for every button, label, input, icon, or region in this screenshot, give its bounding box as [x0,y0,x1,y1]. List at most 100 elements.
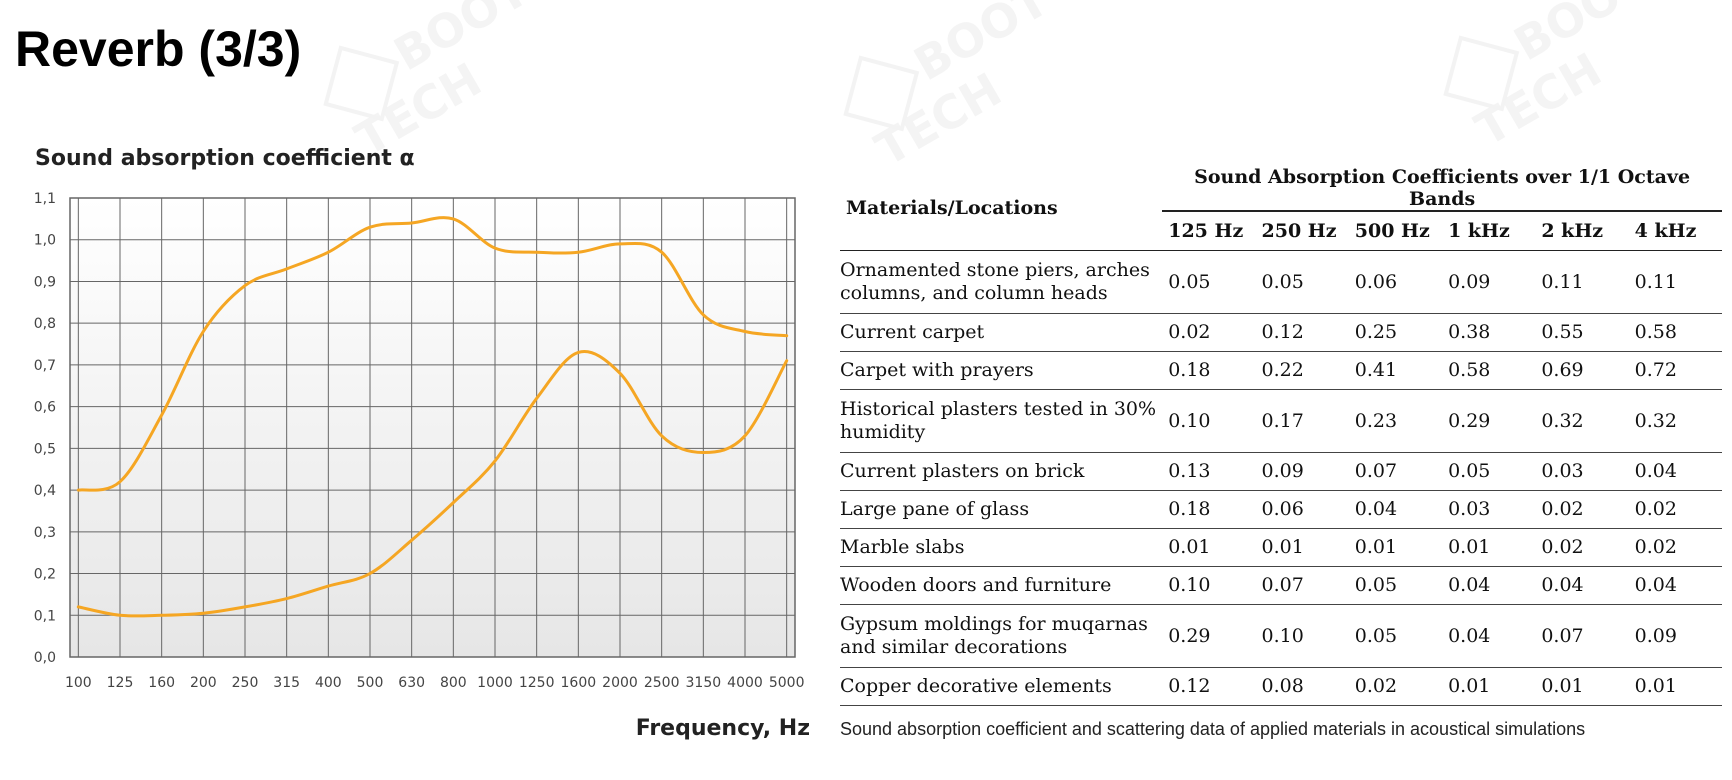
coefficient-cell: 0.72 [1628,351,1722,390]
absorption-chart: Sound absorption coefficient α 0,0 0,1 0,2… [34,146,810,741]
coefficient-cell: 0.02 [1628,490,1722,529]
series-lines [76,216,789,618]
coefficient-cell: 0.09 [1255,452,1349,491]
x-tick-label: 1250 [519,675,555,691]
header-materials: Materials/Locations [840,166,1163,251]
material-name-line: Wooden doors and furniture [840,574,1112,597]
y-tick-label: 0,9 [34,274,56,290]
y-tick-label: 0,5 [34,441,56,457]
chart-title: Sound absorption coefficient α [35,146,415,171]
coefficient-cell: 0.10 [1255,604,1349,668]
table-body: Ornamented stone piers, arches columns, a… [840,250,1722,706]
y-tick-label: 0,0 [34,650,56,666]
x-axis-label: Frequency, Hz [636,716,810,741]
material-name-line: and similar decorations [840,636,1068,658]
x-tick-label: 125 [107,675,134,691]
table-row: Gypsum moldings for muqarnas and similar … [840,604,1722,668]
coefficient-cell: 0.29 [1442,389,1536,453]
coefficient-cell: 0.58 [1442,351,1536,390]
x-tick-labels: 100 125 160 200 250 315 400 500 630 800 1000 1250 16… [65,675,805,691]
coefficient-cell: 0.22 [1255,351,1349,390]
coefficient-cell: 0.04 [1442,566,1536,605]
x-tick-label: 2000 [602,675,638,691]
coefficient-cell: 0.29 [1162,604,1256,668]
coefficient-cell: 0.05 [1348,566,1443,605]
coefficient-cell: 0.02 [1348,667,1443,706]
table-row: Current plasters on brick 0.13 0.09 0.07 0.0… [840,452,1722,491]
material-name-line: Gypsum moldings for muqarnas [840,613,1148,636]
coefficient-cell: 0.09 [1628,604,1722,668]
coefficient-cell: 0.01 [1442,667,1536,706]
coefficient-cell: 0.18 [1162,351,1256,390]
coefficient-cell: 0.04 [1348,490,1443,529]
coefficient-cell: 0.23 [1348,389,1443,453]
coefficient-cell: 0.04 [1628,452,1722,491]
band-header-row: 125 Hz 250 Hz 500 Hz 1 kHz 2 kHz 4 kHz [840,211,1722,251]
x-tick-label: 100 [65,675,92,691]
x-tick-label: 2500 [644,675,680,691]
band-header: 4 kHz [1628,211,1722,251]
x-tick-label: 250 [232,675,259,691]
x-tick-label: 1600 [561,675,597,691]
y-tick-label: 1,1 [34,191,56,207]
x-tick-label: 200 [190,675,217,691]
coefficient-cell: 0.32 [1628,389,1722,453]
coefficient-cell: 0.01 [1255,528,1349,567]
coefficient-cell: 0.25 [1348,313,1443,352]
band-header: 500 Hz [1348,211,1443,251]
material-name: Current carpet [840,313,1163,352]
material-name: Copper decorative elements [840,667,1163,706]
x-tick-label: 5000 [769,675,805,691]
coefficient-cell: 0.03 [1535,452,1629,491]
coefficient-cell: 0.12 [1162,667,1256,706]
x-tick-label: 500 [357,675,384,691]
coefficient-cell: 0.02 [1162,313,1256,352]
x-tick-label: 800 [440,675,467,691]
coefficient-cell: 0.07 [1535,604,1629,668]
coefficient-cell: 0.01 [1628,667,1722,706]
watermark-logo: BOOT TECH [1439,0,1682,156]
absorption-table: Materials/Locations Sound Absorption Coe… [840,166,1722,706]
coefficient-cell: 0.04 [1628,566,1722,605]
table-row: Ornamented stone piers, arches columns, a… [840,250,1722,314]
material-name-line: Ornamented stone piers, arches [840,259,1150,282]
coefficient-cell: 0.07 [1348,452,1443,491]
y-tick-label: 1,0 [34,233,56,249]
table-row: Historical plasters tested in 30% humidit… [840,389,1722,453]
band-header: 250 Hz [1255,211,1349,251]
coefficient-cell: 0.38 [1442,313,1536,352]
coefficient-cell: 0.05 [1255,250,1349,314]
coefficient-cell: 0.08 [1255,667,1349,706]
coefficient-cell: 0.11 [1628,250,1722,314]
coefficient-cell: 0.01 [1348,528,1443,567]
coefficient-cell: 0.02 [1535,528,1629,567]
coefficient-cell: 0.09 [1442,250,1536,314]
material-name: Historical plasters tested in 30% humidit… [840,389,1163,453]
table-row: Wooden doors and furniture 0.10 0.07 0.05 0.… [840,566,1722,605]
series-line-2 [76,350,789,618]
coefficient-cell: 0.17 [1255,389,1349,453]
material-name: Large pane of glass [840,490,1163,529]
table-row: Copper decorative elements 0.12 0.08 0.02 0.… [840,667,1722,706]
material-name-line: Marble slabs [840,536,965,559]
x-tick-label: 4000 [727,675,763,691]
watermark-logo: BOOT TECH [839,0,1082,176]
band-header: 1 kHz [1442,211,1536,251]
plot-area [69,197,796,658]
header-octave-bands: Sound Absorption Coefficients over 1/1 O… [1162,166,1722,212]
coefficient-cell: 0.07 [1255,566,1349,605]
material-name: Gypsum moldings for muqarnas and similar … [840,604,1163,668]
coefficient-cell: 0.58 [1628,313,1722,352]
coefficient-cell: 0.02 [1535,490,1629,529]
material-name: Carpet with prayers [840,351,1163,390]
material-name: Wooden doors and furniture [840,566,1163,605]
grid-lines [70,197,795,658]
y-tick-label: 0,6 [34,400,56,416]
material-name-line: Historical plasters tested in 30% [840,398,1157,421]
coefficient-cell: 0.01 [1442,528,1536,567]
x-tick-label: 400 [315,675,342,691]
coefficient-cell: 0.32 [1535,389,1629,453]
material-name-line: Large pane of glass [840,498,1030,521]
table-caption: Sound absorption coefficient and scatter… [840,719,1586,739]
x-tick-label: 160 [148,675,175,691]
